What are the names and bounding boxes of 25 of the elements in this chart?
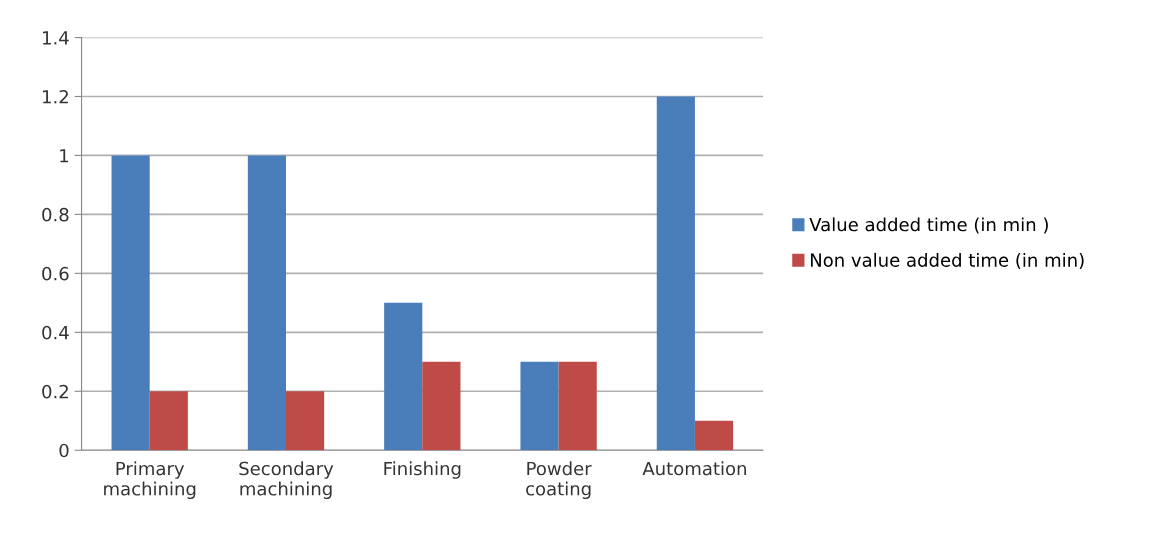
y-tick-label: 1.2 (43, 89, 68, 104)
x-tick-label: Primary machining (104, 461, 196, 500)
legend-label: Non value added time (in min) (810, 252, 1084, 270)
x-tick-label: Powder coating (526, 461, 592, 500)
y-tick-label: 0 (59, 443, 69, 458)
bar (422, 361, 461, 451)
bar (286, 391, 325, 451)
y-tick-label: 0.8 (42, 207, 69, 222)
bar (694, 420, 734, 451)
legend-label: Value added time (in min ) (809, 217, 1048, 234)
y-tick-label: 0.2 (42, 384, 68, 399)
bar (656, 96, 695, 451)
y-tick-label: 1 (60, 149, 69, 163)
x-tick-label: Secondary machining (239, 461, 334, 500)
bar (149, 391, 188, 451)
y-tick-label: 0.6 (42, 266, 69, 281)
bar (558, 361, 597, 451)
bar (384, 302, 423, 451)
x-tick-label: Automation (642, 461, 746, 476)
bar (520, 361, 559, 451)
y-tick-label: 1.4 (43, 31, 69, 45)
x-tick-label: Finishing (384, 461, 461, 479)
y-tick-label: 0.4 (42, 325, 69, 340)
bar (111, 155, 150, 451)
bar (247, 155, 287, 451)
